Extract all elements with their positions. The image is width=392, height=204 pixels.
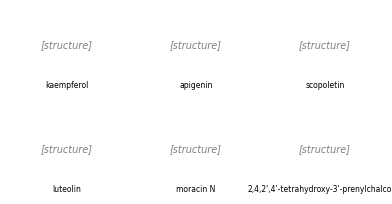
Text: [structure]: [structure] <box>299 40 351 50</box>
Text: scopoletin: scopoletin <box>305 81 345 90</box>
Text: [structure]: [structure] <box>299 144 351 154</box>
Text: apigenin: apigenin <box>179 81 213 90</box>
Text: [structure]: [structure] <box>41 144 93 154</box>
Text: [structure]: [structure] <box>170 40 222 50</box>
Text: luteolin: luteolin <box>53 185 82 194</box>
Text: 2,4,2',4'-tetrahydroxy-3'-prenylchalcone: 2,4,2',4'-tetrahydroxy-3'-prenylchalcone <box>248 185 392 194</box>
Text: [structure]: [structure] <box>41 40 93 50</box>
Text: moracin N: moracin N <box>176 185 216 194</box>
Text: kaempferol: kaempferol <box>45 81 89 90</box>
Text: [structure]: [structure] <box>170 144 222 154</box>
